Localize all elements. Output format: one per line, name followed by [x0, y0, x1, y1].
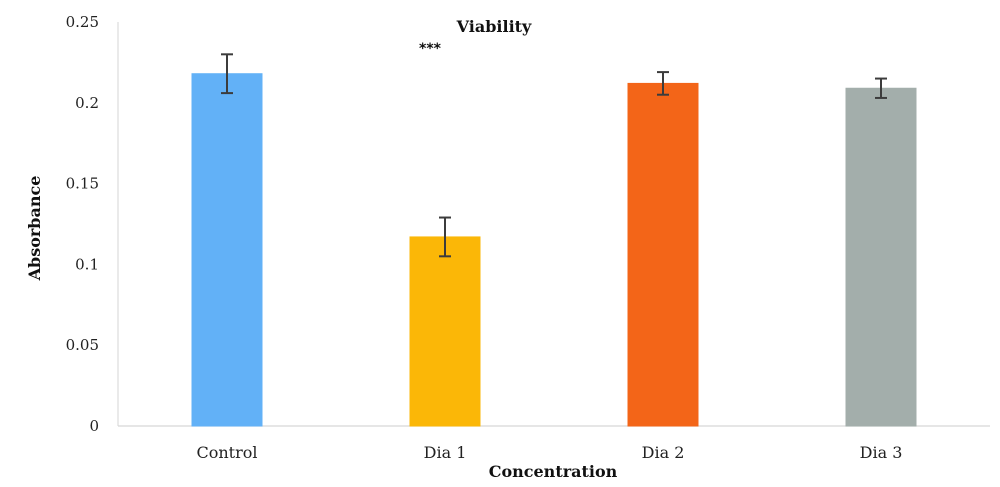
category-label: Control: [196, 443, 257, 462]
category-label: Dia 3: [860, 443, 903, 462]
y-tick-label: 0.1: [75, 255, 99, 273]
category-label: Dia 1: [424, 443, 467, 462]
error-bar-dia-2: [657, 71, 669, 96]
chart-title: Viability: [456, 17, 532, 36]
y-axis-ticks: 0 0.05 0.1 0.15 0.2 0.25: [66, 13, 99, 435]
error-bar-dia-3: [875, 77, 887, 99]
error-bars: [221, 53, 887, 258]
bar-dia-3: [845, 87, 917, 427]
y-tick-label: 0.15: [66, 175, 99, 193]
bars: [191, 73, 917, 427]
bar-dia-1: [409, 236, 481, 427]
bar-control: [191, 73, 263, 427]
annotations: ***: [419, 41, 442, 57]
y-tick-label: 0: [89, 417, 99, 435]
bar-dia-2: [627, 82, 699, 427]
x-axis-title: Concentration: [489, 462, 618, 481]
category-labels: Control Dia 1 Dia 2 Dia 3: [196, 443, 902, 462]
category-label: Dia 2: [642, 443, 685, 462]
significance-annotation: ***: [419, 41, 442, 57]
error-bar-control: [221, 53, 233, 95]
axes: [117, 22, 990, 427]
y-tick-label: 0.2: [75, 94, 99, 112]
y-tick-label: 0.05: [66, 336, 99, 354]
y-tick-label: 0.25: [66, 13, 99, 31]
y-axis-title: Absorbance: [25, 176, 44, 282]
error-bar-dia-1: [439, 216, 451, 258]
